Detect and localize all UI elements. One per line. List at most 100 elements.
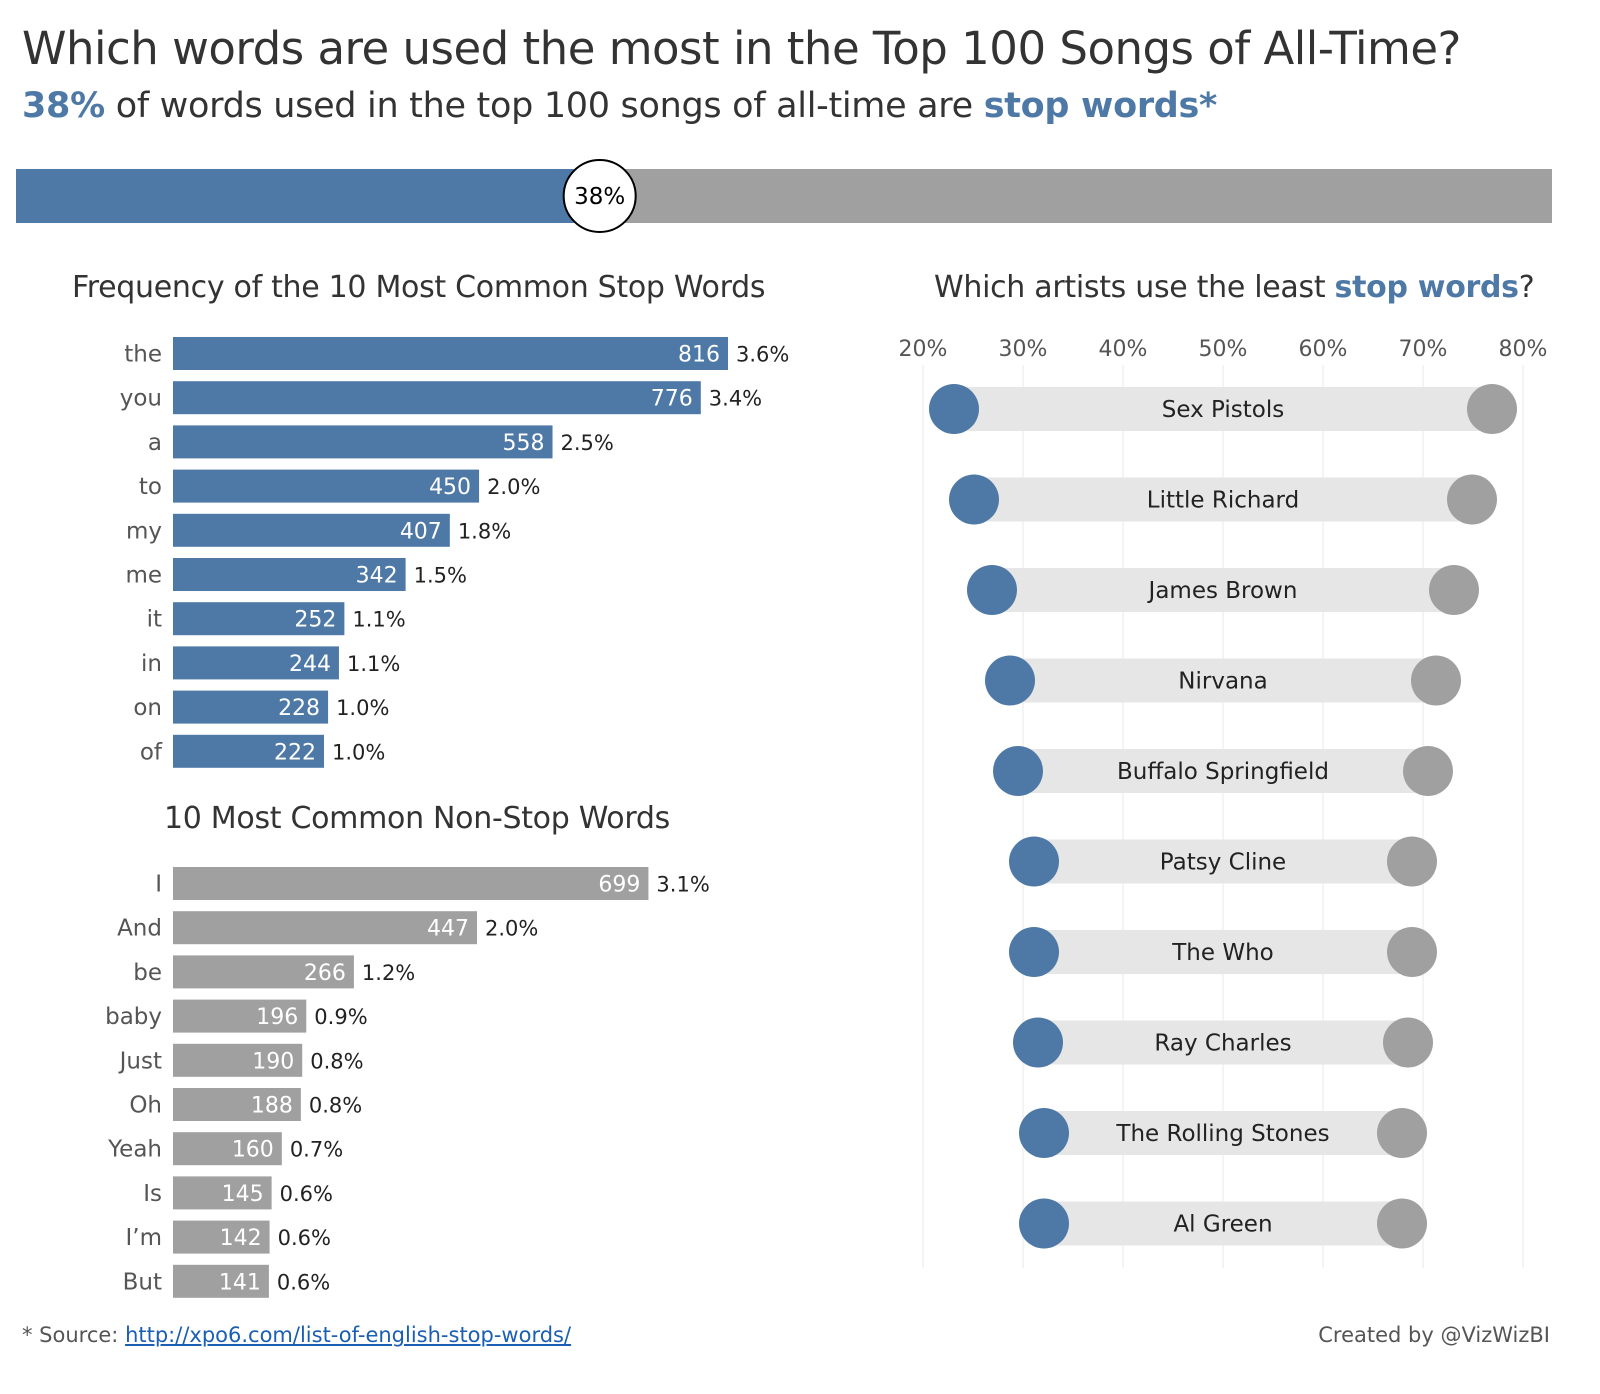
stop-word-category-label: of [140,739,163,765]
stop-word-value-label: 816 [678,343,720,368]
stop-word-category-label: on [133,695,162,721]
dashboard-title: Which words are used the most in the Top… [22,22,1461,75]
non-stop-word-value-label: 266 [304,961,346,986]
source-link[interactable]: http://xpo6.com/list-of-english-stop-wor… [125,1323,572,1347]
share-bar-fill [16,169,600,223]
stop-word-bar [173,469,480,503]
artist-name-label: Al Green [1173,1212,1272,1238]
artist-range-track [1044,1201,1402,1246]
artist-name-label: Patsy Cline [1160,850,1286,876]
non-stop-word-percent-label: 0.6% [280,1182,333,1206]
stop-word-bar [173,602,345,636]
stop-word-bar [173,690,329,724]
artist-range-track [1034,930,1412,974]
artist-non-stop-dot [1387,836,1437,887]
non-stop-word-value-label: 145 [222,1182,264,1207]
non-stop-word-category-label: be [133,960,162,986]
stop-word-bar [173,381,701,415]
stop-word-value-label: 252 [294,608,336,633]
artist-axis-tick-label: 60% [1299,337,1348,362]
artist-range-track [1044,1111,1402,1155]
subtitle-text: of words used in the top 100 songs of al… [104,86,984,126]
share-marker [562,159,637,233]
stop-word-percent-label: 3.6% [736,343,789,367]
artist-stop-dot [1013,1017,1063,1068]
artists-title-text: Which artists use the least [934,270,1335,305]
non-stop-word-value-label: 142 [220,1226,262,1251]
non-stop-word-percent-label: 2.0% [485,917,538,941]
artist-stop-dot [929,384,979,434]
stop-word-value-label: 228 [278,696,320,721]
artist-range-track [1018,749,1428,793]
stop-word-value-label: 558 [503,431,545,456]
stop-words-bar-chart: the 816 3.6% you 776 3.4% a 558 2.5% to 450 2.0% my 4… [120,337,789,768]
non-stop-word-bar [173,911,478,945]
non-stop-word-value-label: 190 [252,1049,294,1074]
non-stop-word-value-label: 447 [427,917,469,942]
artist-axis-tick-label: 30% [999,337,1048,362]
stop-word-percent-label: 2.0% [487,475,540,499]
non-stop-word-category-label: But [123,1269,162,1295]
artist-non-stop-dot [1377,1108,1427,1158]
credit-note: Created by @VizWizBI [1318,1323,1550,1347]
artist-range-track [1010,658,1436,703]
stop-word-value-label: 222 [274,740,316,765]
artist-stop-dot [993,746,1043,796]
artist-name-label: The Rolling Stones [1115,1121,1329,1147]
stop-word-bar [173,734,324,768]
stop-word-percent-label: 1.5% [414,564,467,588]
stop-word-percent-label: 1.1% [347,652,400,676]
stop-word-percent-label: 3.4% [709,387,762,411]
artist-axis-tick-label: 70% [1399,337,1448,362]
non-stop-word-bar [173,1043,303,1077]
non-stop-word-category-label: I [155,872,162,898]
artist-stop-dot [967,565,1017,615]
artists-dumbbell-chart: 20% 30% 40% 50% 60% 70% 80% Sex Pistols Little R… [899,337,1547,1268]
stop-word-category-label: in [141,651,162,677]
stop-word-category-label: it [147,607,162,633]
non-stop-word-bar [173,1264,269,1298]
artist-non-stop-dot [1387,927,1437,977]
artists-title-end: ? [1518,270,1535,305]
stop-word-bar [173,558,406,591]
stop-word-value-label: 407 [400,519,442,544]
artist-axis-tick-label: 20% [899,337,948,362]
subtitle-stop-words: stop words* [983,86,1218,126]
artist-name-label: Little Richard [1147,488,1299,514]
artist-non-stop-dot [1467,384,1517,434]
stop-word-percent-label: 1.8% [458,519,511,543]
stop-word-percent-label: 1.0% [336,696,389,720]
artist-name-label: The Who [1171,940,1273,966]
non-stop-word-percent-label: 0.8% [309,1094,362,1118]
non-stop-word-value-label: 699 [598,873,640,898]
artist-non-stop-dot [1403,746,1453,796]
artist-non-stop-dot [1383,1017,1433,1068]
stop-word-bar [173,425,553,459]
non-stop-word-category-label: Just [118,1048,162,1074]
artist-range-track [1038,1020,1408,1065]
artist-name-label: Buffalo Springfield [1117,759,1329,785]
stop-word-share-bar: 38% [16,159,1552,233]
artist-range-track [954,387,1492,431]
source-label: * Source: [22,1323,126,1347]
non-stop-word-bar [173,1220,270,1254]
stop-word-category-label: me [125,563,162,589]
non-stop-word-percent-label: 0.8% [310,1049,363,1073]
share-marker-label: 38% [574,184,625,210]
stop-word-category-label: the [124,342,162,368]
artist-stop-dot [949,474,999,525]
artist-axis-tick-label: 50% [1199,337,1248,362]
artist-name-label: Ray Charles [1154,1031,1291,1057]
artist-range-track [992,568,1454,612]
stop-word-category-label: my [126,518,162,544]
non-stop-words-bar-chart: I 699 3.1% And 447 2.0% be 266 1.2% baby 196 0.9% Ju… [105,867,710,1298]
stop-word-percent-label: 2.5% [561,431,614,455]
artist-stop-dot [985,655,1035,706]
stop-word-percent-label: 1.0% [332,740,385,764]
stop-word-value-label: 776 [651,387,693,412]
stop-word-bar [173,646,339,680]
artist-range-track [1034,839,1412,884]
non-stop-word-bar [173,1132,282,1166]
non-stop-word-value-label: 188 [251,1094,293,1119]
source-note: * Source: http://xpo6.com/list-of-englis… [22,1323,571,1347]
